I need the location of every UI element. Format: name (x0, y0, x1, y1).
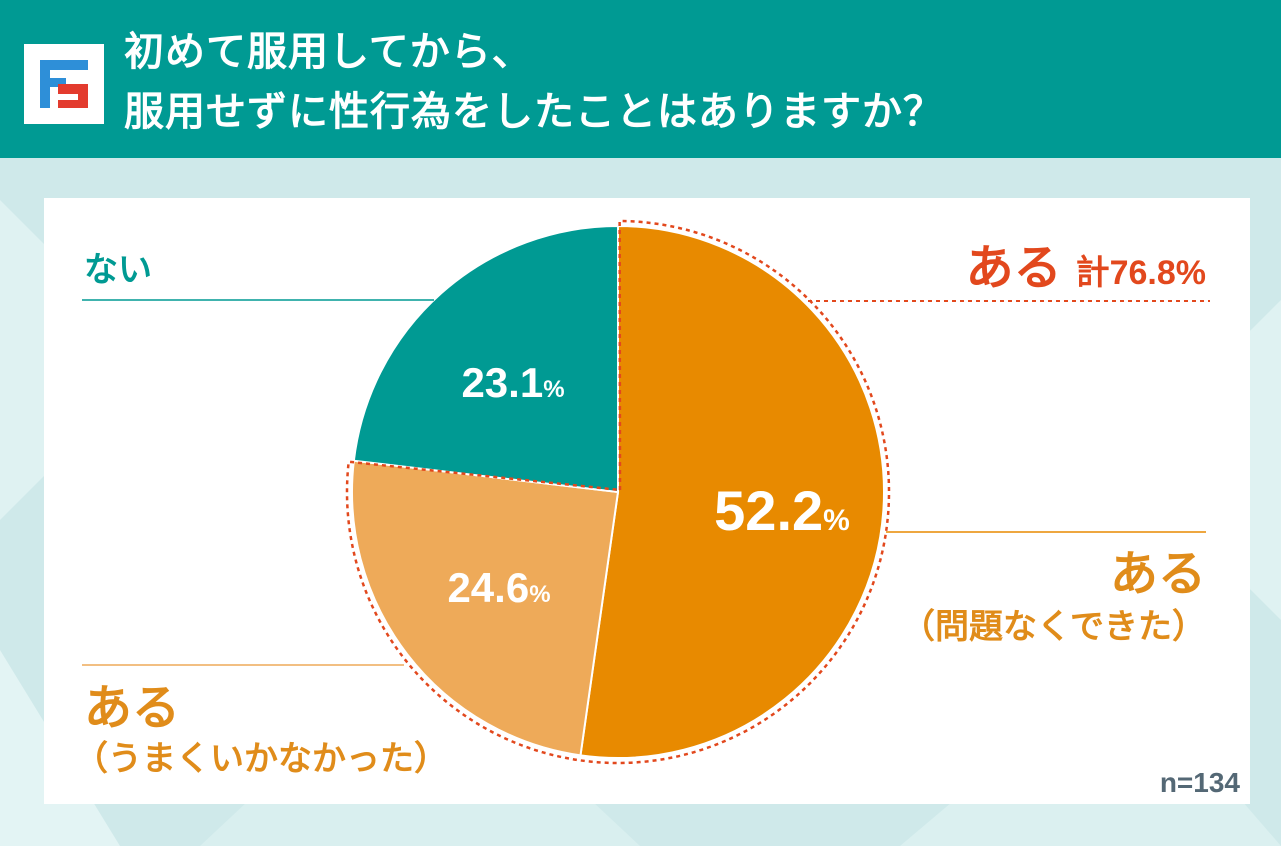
pie-slice-aru-ok (579, 224, 886, 759)
group-outline-dashed (345, 219, 891, 765)
title-line-2: 服用せずに性行為をしたことはありますか？ (124, 89, 944, 135)
value-label-aru-ng: 24.6% (447, 564, 550, 611)
group-label: ある (966, 242, 1062, 295)
value-label-nai: 23.1% (461, 359, 564, 406)
pie-slice-aru-ng (351, 459, 620, 757)
value-number: 24.6 (447, 564, 529, 611)
header-bar: 初めて服用してから、 服用せずに性行為をしたことはありますか？ (0, 0, 1281, 158)
group-total: 計76.8% (1076, 254, 1206, 292)
category-sublabel-aru-ok: （問題なくできた） (901, 607, 1206, 646)
value-unit: % (823, 504, 850, 537)
value-number: 52.2 (714, 479, 823, 542)
page-title: 初めて服用してから、 服用せずに性行為をしたことはありますか？ (124, 22, 944, 142)
category-label-nai: ない (84, 251, 152, 289)
value-unit: % (529, 581, 550, 608)
category-label-aru-ok: ある (1110, 548, 1206, 601)
value-number: 23.1 (461, 359, 543, 406)
category-label-aru-ng: ある (84, 682, 180, 735)
pie-slices (351, 224, 886, 759)
group-label-aru: ある 計76.8% (966, 242, 1206, 295)
title-line-1: 初めて服用してから、 (124, 29, 533, 75)
pie-slice-nai (352, 224, 619, 494)
chart-card: 52.2% 24.6% 23.1% ない ある 計76.8% ある （問題なくでき… (44, 198, 1250, 804)
sample-size-label: n=134 (1160, 767, 1241, 798)
value-label-aru-ok: 52.2% (714, 479, 850, 542)
f-logo-icon (24, 44, 104, 124)
pie-chart: 52.2% 24.6% 23.1% ない ある 計76.8% ある （問題なくでき… (74, 219, 1241, 798)
category-sublabel-aru-ng: （うまくいかなかった） (74, 739, 448, 778)
value-unit: % (543, 376, 564, 403)
